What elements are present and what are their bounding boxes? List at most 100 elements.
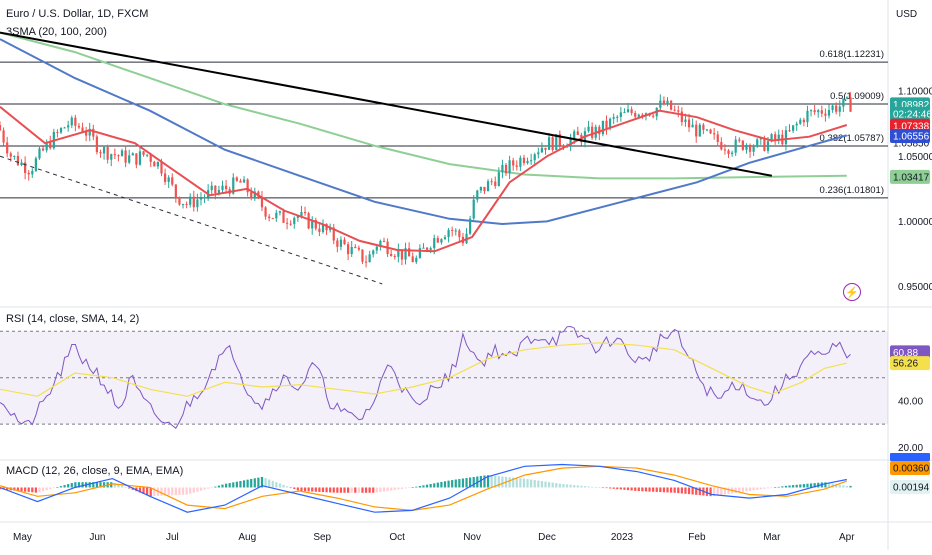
candle-body [827,109,831,116]
macd-histogram-bar [339,487,343,493]
macd-histogram-bar [573,485,576,488]
candle-body [831,105,834,110]
candle-body [375,246,378,251]
macd-indicator-title[interactable]: MACD (12, 26, close, 9, EMA, EMA) [6,465,184,477]
candle-body [494,181,497,187]
macd-histogram-bar [727,487,730,494]
candle-body [411,256,414,263]
macd-histogram-bar [684,487,687,494]
candle-body [519,157,522,167]
candle-body [558,134,561,146]
macd-histogram-bar [264,478,267,488]
candle-body [680,111,683,123]
macd-histogram-bar [537,480,540,488]
macd-histogram-bar [120,485,124,488]
macd-histogram-bar [74,482,77,488]
candle-body [113,154,116,156]
macd-histogram-bar [113,483,116,488]
candle-body [472,199,475,219]
candle-body [608,118,612,129]
candle-body [652,115,655,117]
candle-body [146,154,149,156]
macd-histogram-bar [605,487,608,489]
rsi-line [0,325,851,429]
candle-body [293,217,296,225]
macd-histogram-bar [282,484,285,488]
macd-histogram-bar [806,483,809,488]
candle-body [192,196,195,208]
macd-histogram-bar [641,487,644,492]
macd-histogram-bar [497,476,500,488]
alert-icon[interactable]: ⚡ [843,283,861,301]
macd-histogram-bar [203,487,206,490]
macd-tag-bg [890,461,930,475]
candle-body [189,196,192,205]
candle-body [34,158,37,171]
candle-body [181,203,185,205]
macd-histogram-bar [153,487,156,497]
macd-histogram-bar [404,487,407,489]
currency-label: USD [896,9,918,20]
macd-histogram-bar [149,487,152,497]
macd-histogram-bar [59,486,63,488]
macd-histogram-bar [429,483,432,488]
rsi-indicator-title[interactable]: RSI (14, close, SMA, 14, 2) [6,313,140,325]
candle-body [533,154,536,161]
candle-body [440,239,443,243]
macd-histogram-bar [167,487,170,496]
candle-body [311,220,314,229]
candle-body [264,207,267,217]
time-tick-label: Feb [688,532,706,543]
candle-body [372,250,375,255]
macd-histogram-bar [454,479,457,488]
candle-body [802,119,805,123]
macd-histogram-bar [616,487,619,490]
macd-histogram-bar [422,485,425,488]
macd-histogram-bar [336,487,339,493]
candle-body [117,155,120,157]
sma-indicator-title[interactable]: 3SMA (20, 100, 200) [6,26,107,38]
candle-body [354,246,357,248]
candle-body [454,230,457,232]
macd-histogram-bar [379,487,382,492]
macd-histogram-bar [253,478,256,488]
macd-histogram-bar [92,482,95,488]
macd-histogram-bar [562,484,565,488]
candle-body [20,162,23,166]
macd-histogram-bar [56,487,59,488]
candle-body [138,151,142,165]
macd-histogram-bar [146,487,149,496]
macd-histogram-bar [400,487,404,489]
macd-histogram-bar [494,475,497,488]
time-tick-label: Jul [166,532,179,543]
candle-body [547,137,551,150]
macd-histogram-bar [393,487,396,490]
candle-body [332,227,335,241]
candle-body [687,119,691,128]
macd-histogram-bar [759,487,762,490]
symbol-title: Euro / U.S. Dollar, 1D, FXCM [6,8,149,20]
macd-histogram-bar [770,487,773,489]
macd-histogram-bar [138,487,142,493]
macd-histogram-bar [102,482,106,488]
macd-histogram-bar [655,487,658,492]
time-tick-label: Apr [839,532,855,543]
candle-body [318,228,321,232]
macd-tag: 0.00194 [893,483,930,494]
macd-histogram-bar [835,484,838,488]
macd-histogram-bar [630,487,633,491]
candle-body [469,218,472,234]
macd-histogram-bar [332,487,335,493]
macd-histogram-bar [738,487,741,493]
price-tag: 1.08982 [893,100,930,111]
candle-body [508,160,511,174]
candle-body [713,133,716,135]
candle-body [246,179,249,193]
macd-histogram-bar [501,476,504,488]
price-tag: 02:24:46 [893,109,932,120]
macd-histogram-bar [185,487,188,495]
price-tick-label: 1.00000 [898,217,932,228]
candle-body [199,198,203,200]
